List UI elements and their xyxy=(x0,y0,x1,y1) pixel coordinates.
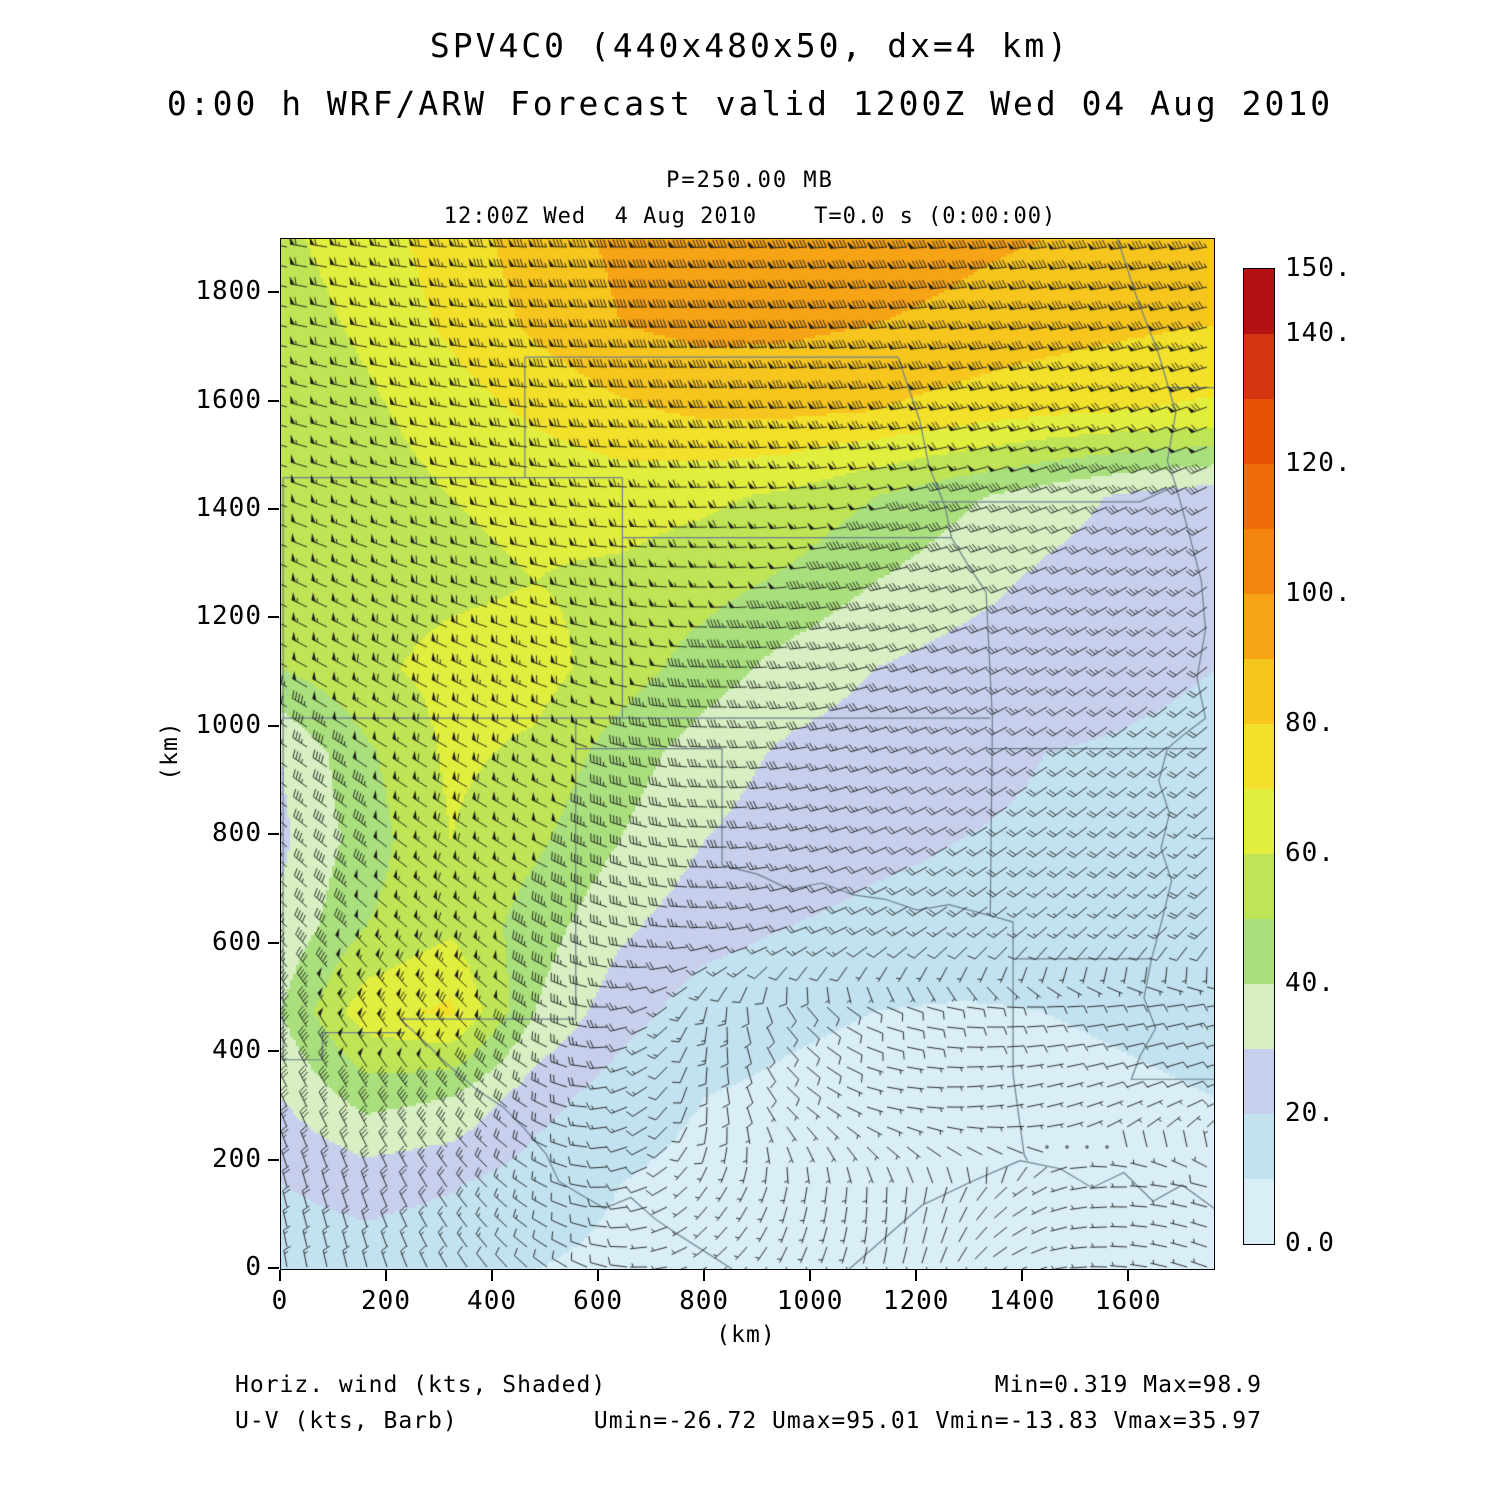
x-tick-label: 1200 xyxy=(882,1286,950,1316)
y-tick-label: 800 xyxy=(212,818,262,849)
x-tick-mark xyxy=(385,1270,388,1281)
y-tick-label: 600 xyxy=(212,926,262,957)
colorbar-tick-label: 120. xyxy=(1285,448,1352,478)
y-tick-mark xyxy=(268,399,279,402)
colorbar-segment xyxy=(1244,919,1274,984)
footer-minmax-label: Min=0.319 Max=98.9 xyxy=(994,1372,1262,1398)
colorbar-segment xyxy=(1244,724,1274,789)
colorbar-segment xyxy=(1244,1179,1274,1244)
colorbar-tick-label: 140. xyxy=(1285,318,1352,348)
x-tick-label: 800 xyxy=(679,1286,730,1316)
colorbar-segment xyxy=(1244,854,1274,919)
y-tick-label: 1600 xyxy=(195,384,262,415)
y-tick-label: 1400 xyxy=(195,493,262,524)
y-tick-label: 400 xyxy=(212,1035,262,1066)
figure-subtitle: 0:00 h WRF/ARW Forecast valid 1200Z Wed … xyxy=(166,84,1334,123)
y-tick-mark xyxy=(268,1158,279,1161)
colorbar-segment xyxy=(1244,594,1274,659)
colorbar xyxy=(1243,268,1275,1245)
colorbar-tick-label: 100. xyxy=(1285,578,1352,608)
colorbar-segment xyxy=(1244,984,1274,1049)
x-tick-mark xyxy=(1127,1270,1130,1281)
y-tick-mark xyxy=(268,941,279,944)
colorbar-segment xyxy=(1244,464,1274,529)
y-tick-mark xyxy=(268,1050,279,1053)
x-tick-label: 0 xyxy=(271,1286,289,1316)
x-tick-label: 1000 xyxy=(776,1286,844,1316)
valid-time-label: 12:00Z Wed 4 Aug 2010 T=0.0 s (0:00:00) xyxy=(443,204,1057,229)
footer-uv-range-label: Umin=-26.72 Umax=95.01 Vmin=-13.83 Vmax=… xyxy=(593,1408,1262,1434)
colorbar-segment xyxy=(1244,269,1274,334)
y-tick-label: 200 xyxy=(212,1143,262,1174)
x-tick-label: 200 xyxy=(361,1286,411,1316)
colorbar-segment xyxy=(1244,399,1274,464)
x-tick-mark xyxy=(1021,1270,1024,1281)
y-tick-label: 1800 xyxy=(195,276,262,307)
colorbar-segment xyxy=(1244,659,1274,724)
y-tick-mark xyxy=(268,508,279,511)
x-tick-label: 600 xyxy=(573,1286,624,1316)
pressure-level-label: P=250.00 MB xyxy=(666,168,834,193)
x-tick-label: 400 xyxy=(467,1286,518,1316)
plot-frame xyxy=(280,238,1215,1270)
colorbar-segment xyxy=(1244,1114,1274,1179)
y-tick-mark xyxy=(268,833,279,836)
x-tick-label: 1600 xyxy=(1094,1286,1162,1316)
colorbar-tick-label: 40. xyxy=(1285,968,1335,998)
colorbar-segment xyxy=(1244,529,1274,594)
y-tick-label: 0 xyxy=(245,1252,262,1282)
colorbar-segment xyxy=(1244,334,1274,399)
colorbar-tick-label: 20. xyxy=(1285,1098,1335,1128)
y-tick-mark xyxy=(268,616,279,619)
x-tick-mark xyxy=(703,1270,706,1281)
x-axis-label: (km) xyxy=(716,1322,776,1348)
wind-field-canvas xyxy=(281,239,1214,1269)
y-tick-label: 1200 xyxy=(195,601,262,632)
y-tick-mark xyxy=(268,724,279,727)
footer-barb-label: U-V (kts, Barb) xyxy=(235,1408,458,1434)
x-tick-mark xyxy=(491,1270,494,1281)
colorbar-tick-label: 60. xyxy=(1285,838,1335,868)
colorbar-segment xyxy=(1244,1049,1274,1114)
x-tick-mark xyxy=(809,1270,812,1281)
colorbar-tick-label: 0.0 xyxy=(1285,1228,1335,1258)
footer-shading-label: Horiz. wind (kts, Shaded) xyxy=(235,1372,607,1398)
colorbar-tick-label: 150. xyxy=(1285,253,1352,283)
figure-title: SPV4C0 (440x480x50, dx=4 km) xyxy=(429,26,1071,65)
y-tick-label: 1000 xyxy=(195,709,262,740)
y-axis-label: (km) xyxy=(157,721,183,781)
y-tick-mark xyxy=(268,1267,279,1269)
x-tick-mark xyxy=(279,1270,281,1281)
y-tick-mark xyxy=(268,291,279,294)
x-tick-mark xyxy=(597,1270,600,1281)
colorbar-segment xyxy=(1244,789,1274,854)
x-tick-label: 1400 xyxy=(988,1286,1056,1316)
x-tick-mark xyxy=(915,1270,918,1281)
colorbar-tick-label: 80. xyxy=(1285,708,1335,738)
